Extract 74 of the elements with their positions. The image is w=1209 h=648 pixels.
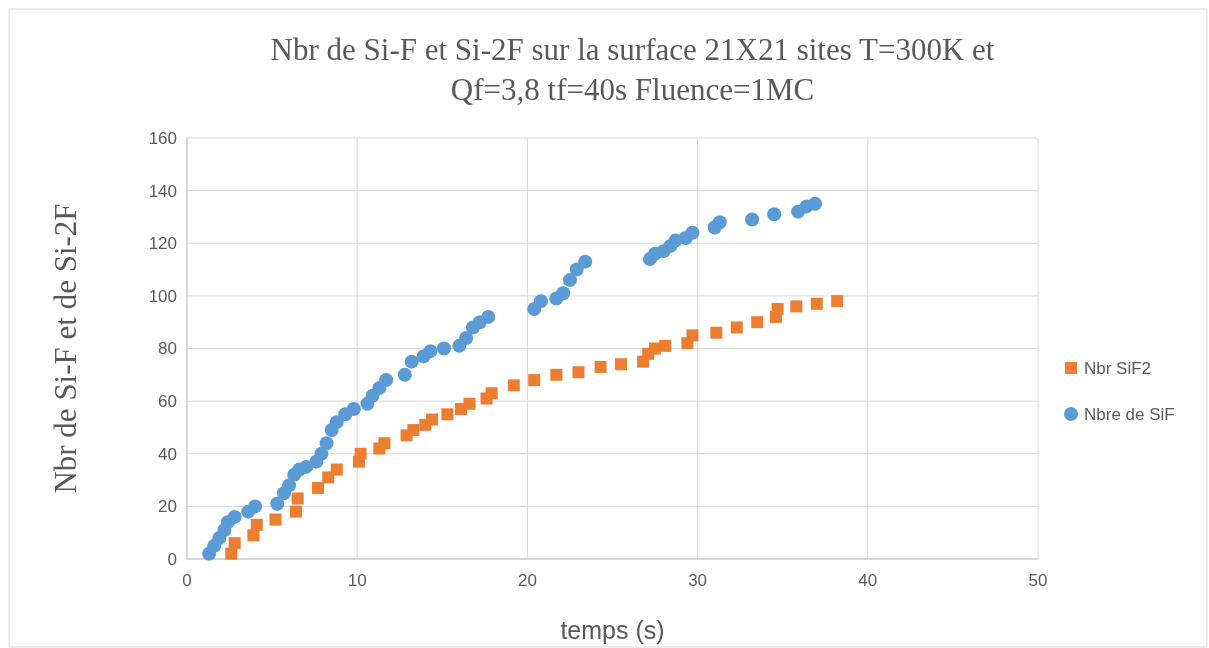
legend-label: Nbr SiF2: [1084, 358, 1152, 378]
point: [767, 207, 782, 222]
point: [314, 446, 329, 461]
point: [534, 294, 549, 309]
point: [346, 402, 361, 417]
point: [572, 366, 585, 379]
point: [556, 286, 571, 301]
point: [685, 225, 700, 240]
point: [771, 303, 784, 316]
point: [459, 330, 474, 345]
legend-label: Nbre de SiF: [1084, 404, 1175, 424]
point: [227, 509, 242, 524]
point: [379, 373, 394, 388]
point: [790, 300, 803, 313]
point: [831, 295, 844, 308]
point: [423, 344, 438, 359]
y-tick-label: 140: [148, 181, 177, 201]
point: [569, 262, 584, 277]
point: [330, 463, 343, 476]
point: [312, 481, 325, 494]
point: [354, 447, 367, 460]
y-tick-label: 80: [158, 339, 177, 359]
point: [225, 547, 238, 560]
point: [270, 496, 285, 511]
point: [528, 374, 541, 387]
point: [289, 505, 302, 518]
point: [291, 492, 304, 505]
x-tick-label: 50: [1028, 571, 1048, 590]
point: [404, 354, 419, 369]
point: [659, 339, 672, 352]
y-tick-label: 120: [148, 234, 177, 254]
point: [228, 537, 241, 550]
x-axis-title: temps (s): [560, 616, 665, 644]
point: [329, 415, 344, 430]
point: [686, 329, 699, 342]
x-tick-label: 20: [517, 571, 537, 590]
point: [426, 413, 439, 426]
y-tick-label: 40: [158, 444, 177, 464]
point: [751, 316, 764, 329]
point: [282, 478, 297, 493]
chart-title: Nbr de Si-F et Si-2F sur la surface 21X21 sites T=300K et Qf=3,8 tf=40s Fluence=1MC: [270, 32, 995, 107]
point: [745, 212, 760, 227]
y-tick-label: 100: [148, 286, 177, 306]
point: [710, 326, 723, 339]
x-tick-label: 30: [688, 571, 708, 590]
point: [578, 254, 593, 269]
point: [594, 360, 607, 373]
point: [808, 196, 823, 211]
point: [319, 436, 334, 451]
y-axis-title: Nbr de Si-F et de Si-2F: [48, 203, 83, 494]
point: [481, 309, 496, 324]
point: [248, 499, 263, 514]
point: [507, 379, 520, 392]
y-tick-label: 20: [158, 497, 177, 517]
point: [441, 408, 454, 421]
point: [299, 459, 314, 474]
point: [397, 367, 412, 382]
point: [463, 397, 476, 410]
y-tick-label: 0: [167, 549, 177, 569]
point: [407, 424, 420, 437]
x-tick-label: 40: [858, 571, 878, 590]
y-tick-label: 160: [148, 128, 177, 148]
point: [269, 513, 282, 526]
x-tick-label: 10: [347, 571, 367, 590]
point: [550, 368, 563, 381]
point: [250, 518, 263, 531]
point: [712, 215, 727, 230]
x-tick-label: 0: [182, 571, 192, 590]
point: [730, 321, 743, 334]
y-tick-label: 60: [158, 392, 177, 412]
point: [615, 358, 628, 371]
point: [810, 297, 823, 310]
point: [437, 341, 451, 356]
point: [562, 273, 577, 288]
